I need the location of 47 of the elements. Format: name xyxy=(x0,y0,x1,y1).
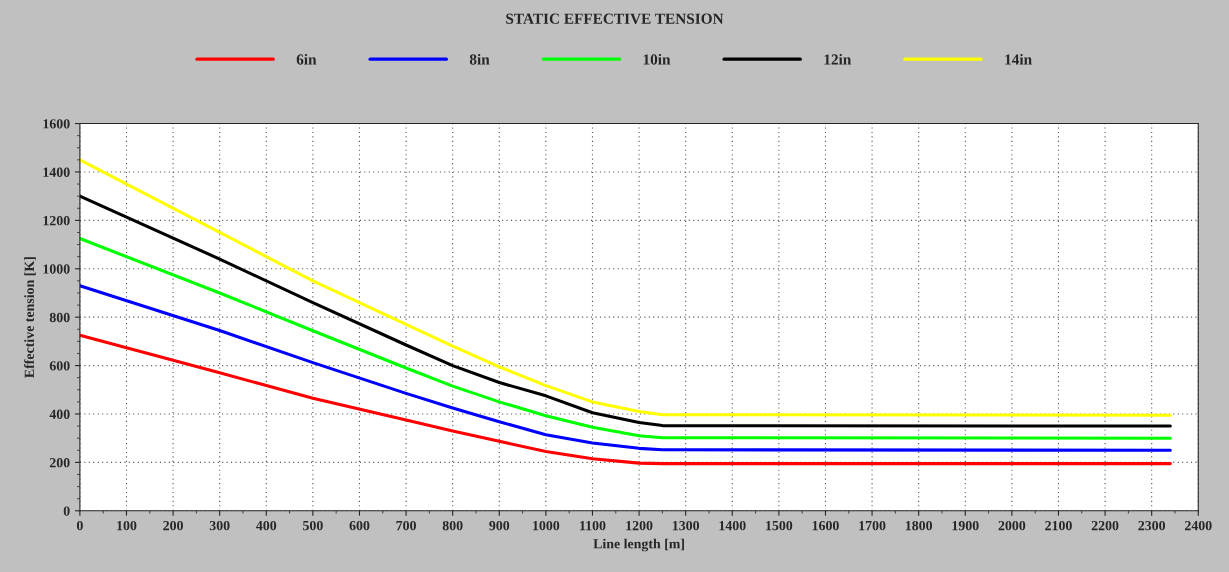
x-tick-label: 100 xyxy=(117,520,137,531)
y-tick-label: 1200 xyxy=(43,215,70,226)
x-tick-label: 1700 xyxy=(859,520,886,531)
x-tick-label: 800 xyxy=(442,520,463,531)
legend-label: 8in xyxy=(469,53,490,65)
y-tick-label: 0 xyxy=(63,506,70,516)
y-tick-label: 400 xyxy=(49,409,70,419)
x-tick-label: 2300 xyxy=(1138,520,1166,531)
line-series xyxy=(79,236,1172,440)
x-axis-title: Line length [m] xyxy=(593,538,684,552)
y-tick-label: 200 xyxy=(49,457,70,468)
x-tick-label: 1800 xyxy=(905,520,933,531)
y-tick-label: 600 xyxy=(49,361,70,371)
x-tick-label: 1500 xyxy=(766,520,793,531)
x-tick-label: 500 xyxy=(303,520,323,531)
x-tick-label: 1200 xyxy=(626,520,653,531)
x-tick-label: 1000 xyxy=(533,520,560,531)
y-axis-title: Effective tension [K] xyxy=(24,257,36,378)
x-tick-label: 400 xyxy=(256,520,277,531)
x-tick-label: 2400 xyxy=(1184,520,1212,531)
line-series xyxy=(79,194,1172,428)
x-tick-label: 900 xyxy=(489,520,510,531)
y-tick-label: 1400 xyxy=(43,167,70,177)
legend-label: 12in xyxy=(824,53,852,65)
x-tick-label: 1600 xyxy=(812,520,839,531)
x-tick-label: 2200 xyxy=(1091,520,1119,531)
x-tick-label: 700 xyxy=(396,520,416,531)
y-tick-label: 1600 xyxy=(43,119,70,129)
legend-label: 14in xyxy=(1005,53,1032,65)
x-tick-label: 2100 xyxy=(1045,520,1072,531)
x-tick-label: 0 xyxy=(76,520,83,531)
x-tick-label: 1400 xyxy=(719,520,746,531)
legend-label: 10in xyxy=(643,53,671,65)
x-tick-label: 2000 xyxy=(998,520,1026,531)
line-series xyxy=(79,284,1172,452)
chart-title: STATIC EFFECTIVE TENSION xyxy=(506,13,724,24)
y-tick-label: 1000 xyxy=(43,264,70,274)
line-series xyxy=(79,158,1172,417)
x-tick-label: 200 xyxy=(163,520,183,531)
y-tick-label: 800 xyxy=(49,312,70,323)
x-tick-label: 600 xyxy=(349,520,370,531)
legend-label: 6in xyxy=(296,53,317,65)
x-tick-label: 1900 xyxy=(952,520,979,531)
x-tick-label: 1300 xyxy=(672,520,700,531)
line-series xyxy=(79,333,1172,466)
x-tick-label: 300 xyxy=(209,520,230,531)
x-tick-label: 1100 xyxy=(580,520,606,531)
